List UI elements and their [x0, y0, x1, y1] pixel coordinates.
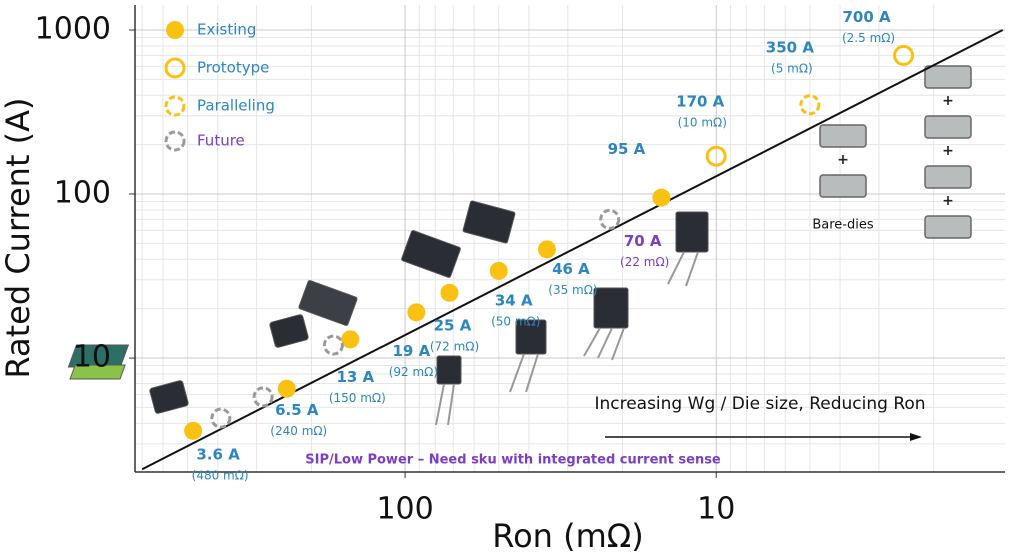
data-point [252, 386, 274, 408]
legend-label: Existing [197, 21, 256, 39]
point-label: 46 A [552, 260, 590, 278]
x-tick-label: 10 [697, 492, 735, 527]
point-label: 34 A [495, 291, 533, 309]
point-label: 170 A [676, 93, 725, 111]
point-label: 3.6 A [196, 445, 240, 463]
point-sublabel: (5 mΩ) [771, 61, 813, 75]
data-point [277, 379, 296, 398]
point-sublabel: (2.5 mΩ) [842, 31, 895, 45]
legend-label: Paralleling [197, 97, 275, 115]
point-sublabel: (10 mΩ) [678, 116, 727, 130]
legend-marker [164, 130, 186, 152]
point-label: 6.5 A [275, 401, 319, 419]
point-label: 700 A [842, 8, 891, 26]
point-sublabel: (72 mΩ) [430, 339, 479, 353]
point-label: 95 A [608, 140, 646, 158]
data-point [799, 94, 821, 116]
data-point [489, 261, 508, 280]
point-sublabel: (35 mΩ) [548, 283, 597, 297]
annotation: Increasing Wg / Die size, Reducing Ron [594, 394, 925, 414]
arrow-head [910, 433, 922, 441]
point-sublabel: (50 mΩ) [491, 314, 540, 328]
annotation: SIP/Low Power – Need sku with integrated… [305, 453, 721, 468]
annotation: Bare-dies [812, 218, 873, 233]
data-point [599, 208, 621, 230]
point-label: 350 A [766, 38, 815, 56]
legend-label: Future [197, 132, 245, 150]
point-sublabel: (240 mΩ) [270, 424, 327, 438]
data-point [322, 334, 344, 356]
point-sublabel: (480 mΩ) [192, 468, 249, 482]
data-point [537, 240, 556, 259]
legend-marker [164, 57, 186, 79]
data-point [652, 188, 671, 207]
data-point [407, 303, 426, 322]
svg-text:+: + [942, 93, 954, 109]
legend-marker [164, 95, 186, 117]
data-point [893, 44, 915, 66]
legend-marker [166, 21, 184, 39]
point-label: 25 A [434, 316, 472, 334]
data-point [210, 407, 232, 429]
point-sublabel: (22 mΩ) [620, 255, 669, 269]
point-sublabel: (92 mΩ) [389, 365, 438, 379]
y-tick-label: 100 [54, 176, 111, 211]
y-tick-label: 1000 [35, 11, 111, 46]
data-point [705, 145, 727, 167]
legend-label: Prototype [197, 59, 269, 77]
x-tick-label: 100 [376, 492, 433, 527]
data-point [184, 421, 203, 440]
y-axis-title: Rated Current (A) [0, 97, 37, 378]
point-label: 70 A [624, 232, 662, 250]
svg-text:+: + [942, 143, 954, 159]
point-sublabel: (150 mΩ) [329, 391, 386, 405]
svg-text:+: + [837, 152, 849, 168]
point-label: 13 A [336, 368, 374, 386]
svg-text:+: + [942, 193, 954, 209]
point-label: 19 A [392, 342, 430, 360]
package-icons: + + + + [67, 65, 972, 426]
y-tick-label: 10 [73, 340, 111, 375]
data-point [440, 283, 459, 302]
x-axis-title: Ron (mΩ) [492, 517, 643, 555]
data-point [341, 330, 360, 349]
